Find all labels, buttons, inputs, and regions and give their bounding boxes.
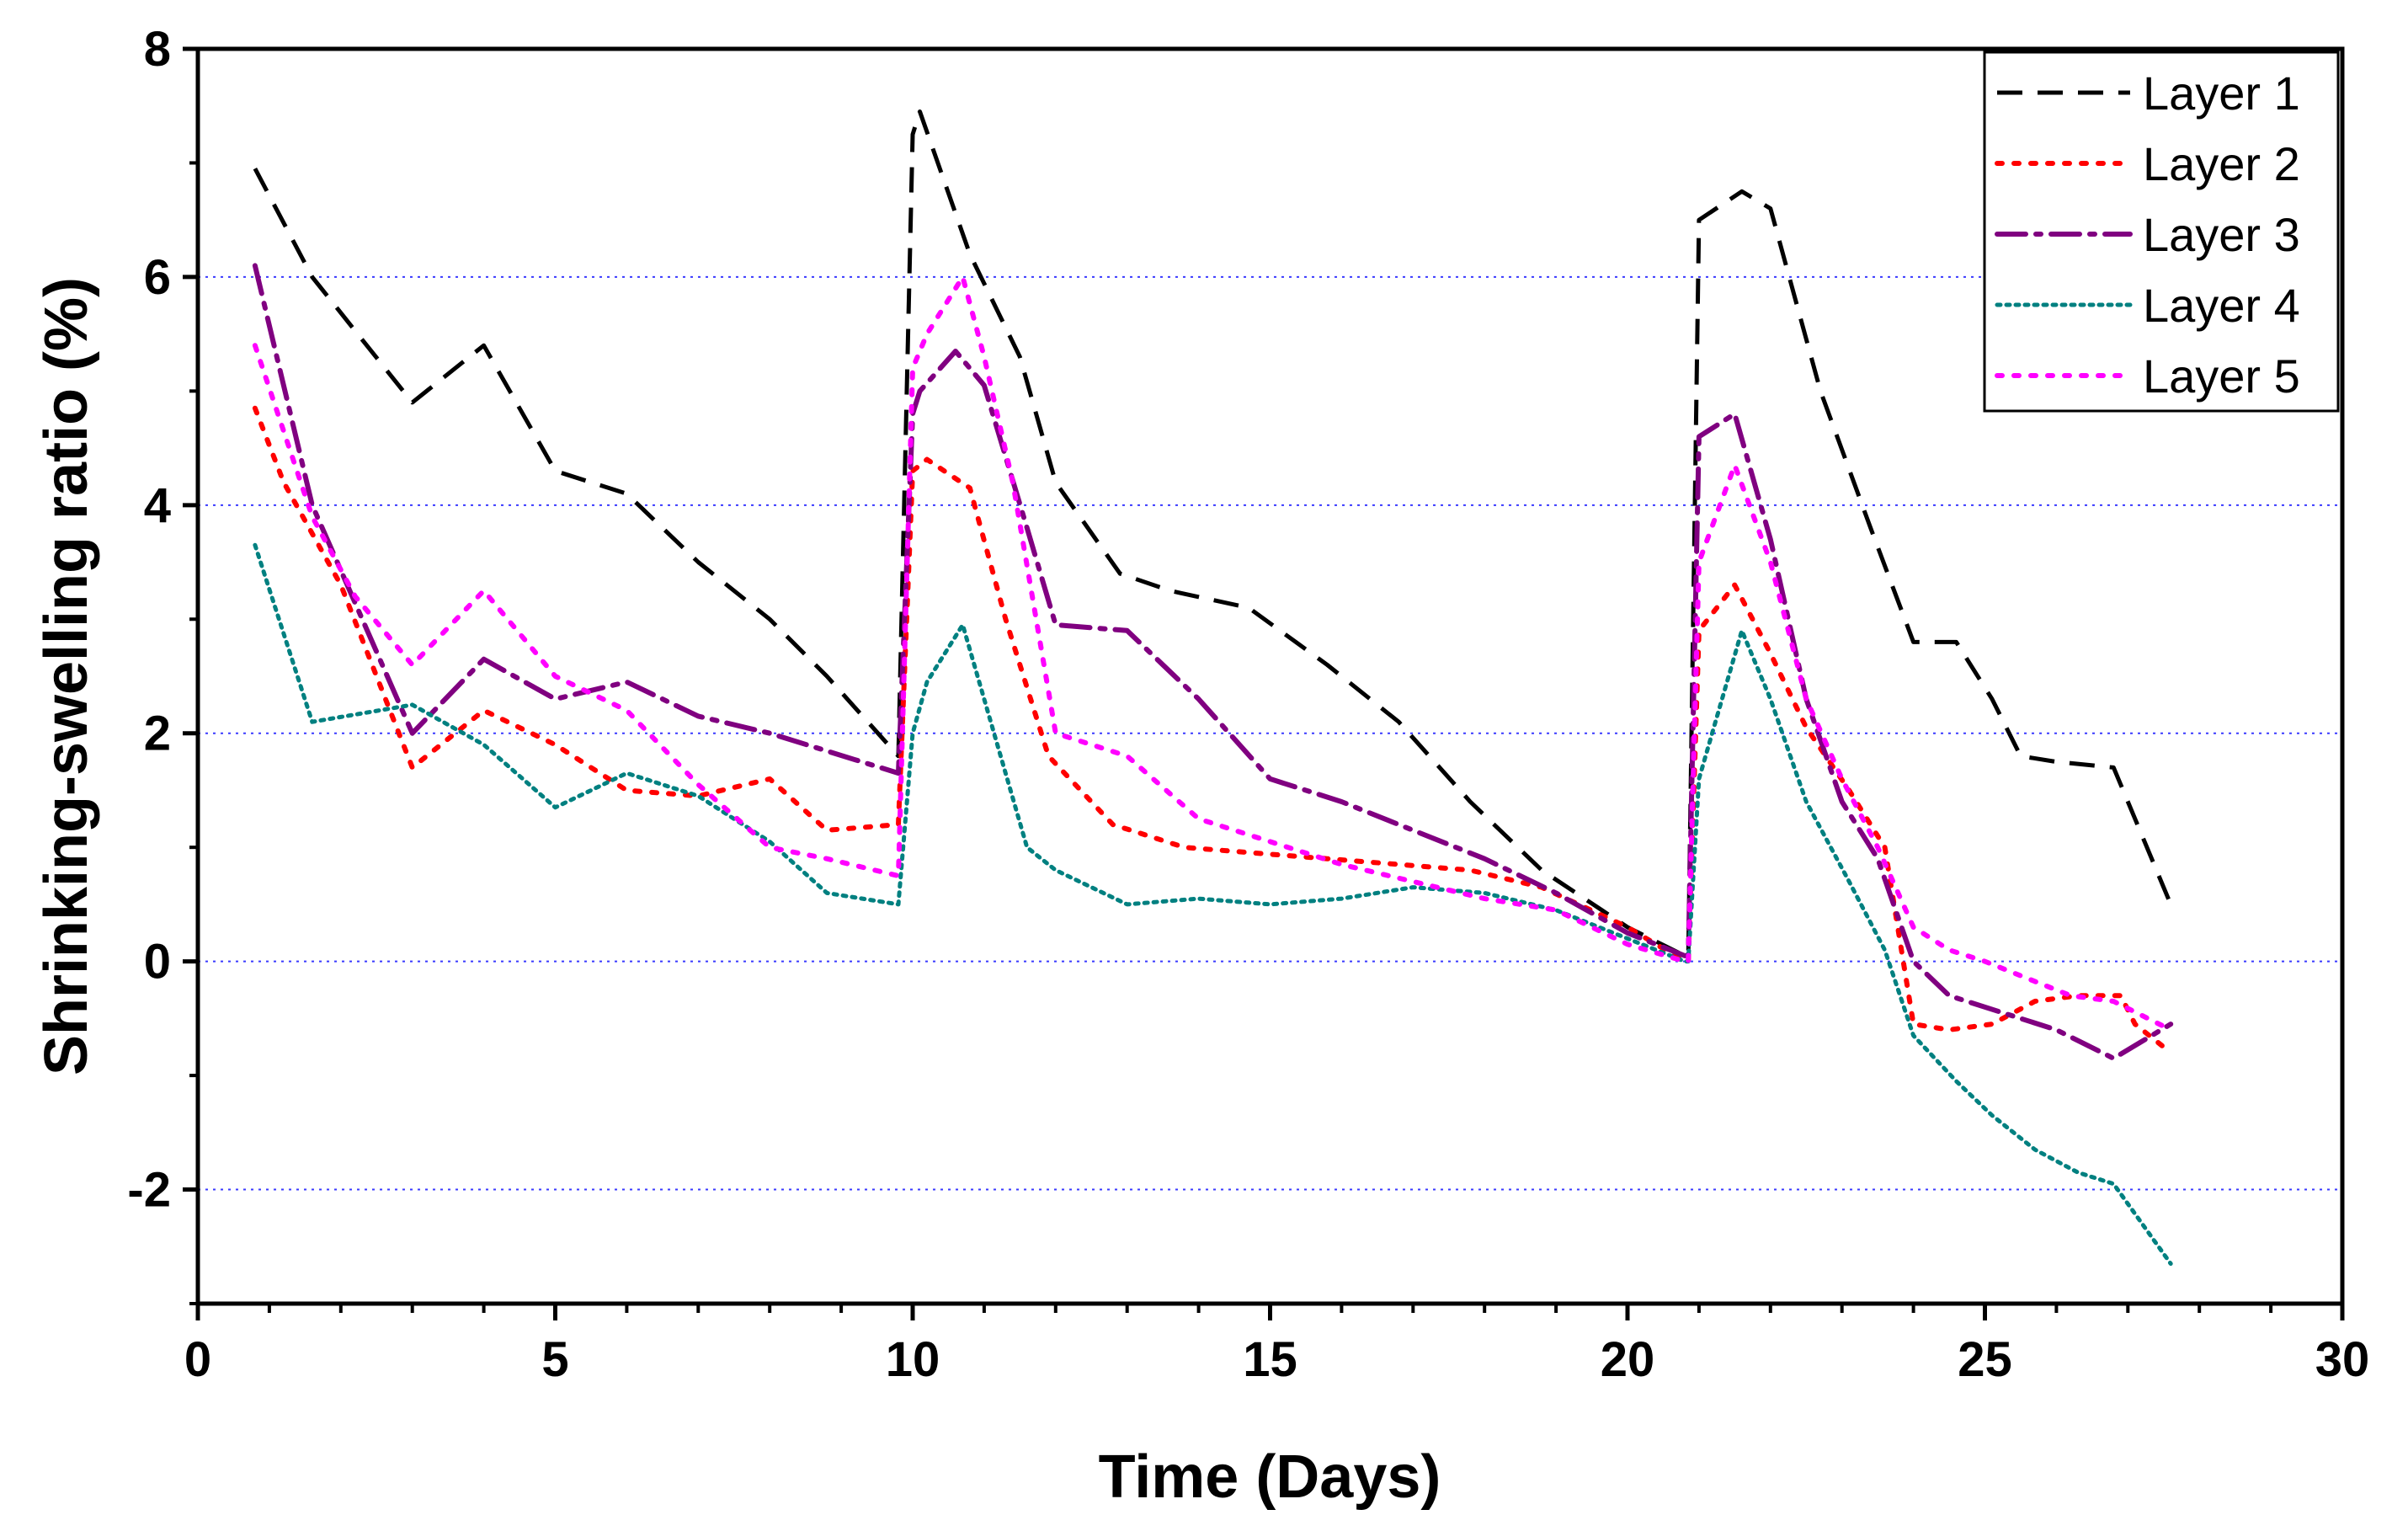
- y-tick-label: 0: [144, 935, 171, 990]
- series-line-layer-5: [252, 274, 2174, 1032]
- y-tick-label: 6: [144, 250, 171, 305]
- series-line-layer-4: [253, 542, 2173, 1267]
- y-tick-label: 4: [144, 478, 171, 533]
- x-axis-title: Time (Days): [1099, 1443, 1441, 1511]
- legend-label-layer-5: Layer 5: [2143, 349, 2300, 403]
- legend-label-layer-1: Layer 1: [2143, 67, 2300, 120]
- legend-box: [1983, 51, 2340, 413]
- x-tick-label: 30: [2315, 1332, 2370, 1387]
- y-tick-label: -2: [127, 1163, 171, 1218]
- x-tick-label: 5: [541, 1332, 568, 1387]
- y-tick-label: 2: [144, 707, 171, 761]
- x-tick-label: 10: [886, 1332, 940, 1387]
- legend-label-layer-2: Layer 2: [2143, 137, 2300, 190]
- y-tick-label: 8: [144, 22, 171, 77]
- x-tick-label: 25: [1958, 1332, 2012, 1387]
- axes: -2 0 2 4 6 8 0 5 10 15 20 25 30: [127, 22, 2369, 1387]
- series-line-layer-1: [253, 109, 2173, 958]
- x-tick-label: 0: [184, 1332, 211, 1387]
- series-line-layer-3: [252, 263, 2174, 1061]
- legend-label-layer-3: Layer 3: [2143, 208, 2300, 261]
- legend: Layer 1 Layer 2 Layer 3 Layer 4 Layer 5: [1983, 51, 2340, 413]
- x-tick-label: 20: [1601, 1332, 1655, 1387]
- y-axis-title: Shrinking-swelling ratio (%): [33, 277, 100, 1075]
- gridlines: [198, 275, 2342, 1191]
- legend-label-layer-4: Layer 4: [2143, 279, 2300, 332]
- series-line-layer-2: [252, 405, 2174, 1055]
- x-tick-label: 15: [1243, 1332, 1297, 1387]
- series-lines: [252, 109, 2174, 1267]
